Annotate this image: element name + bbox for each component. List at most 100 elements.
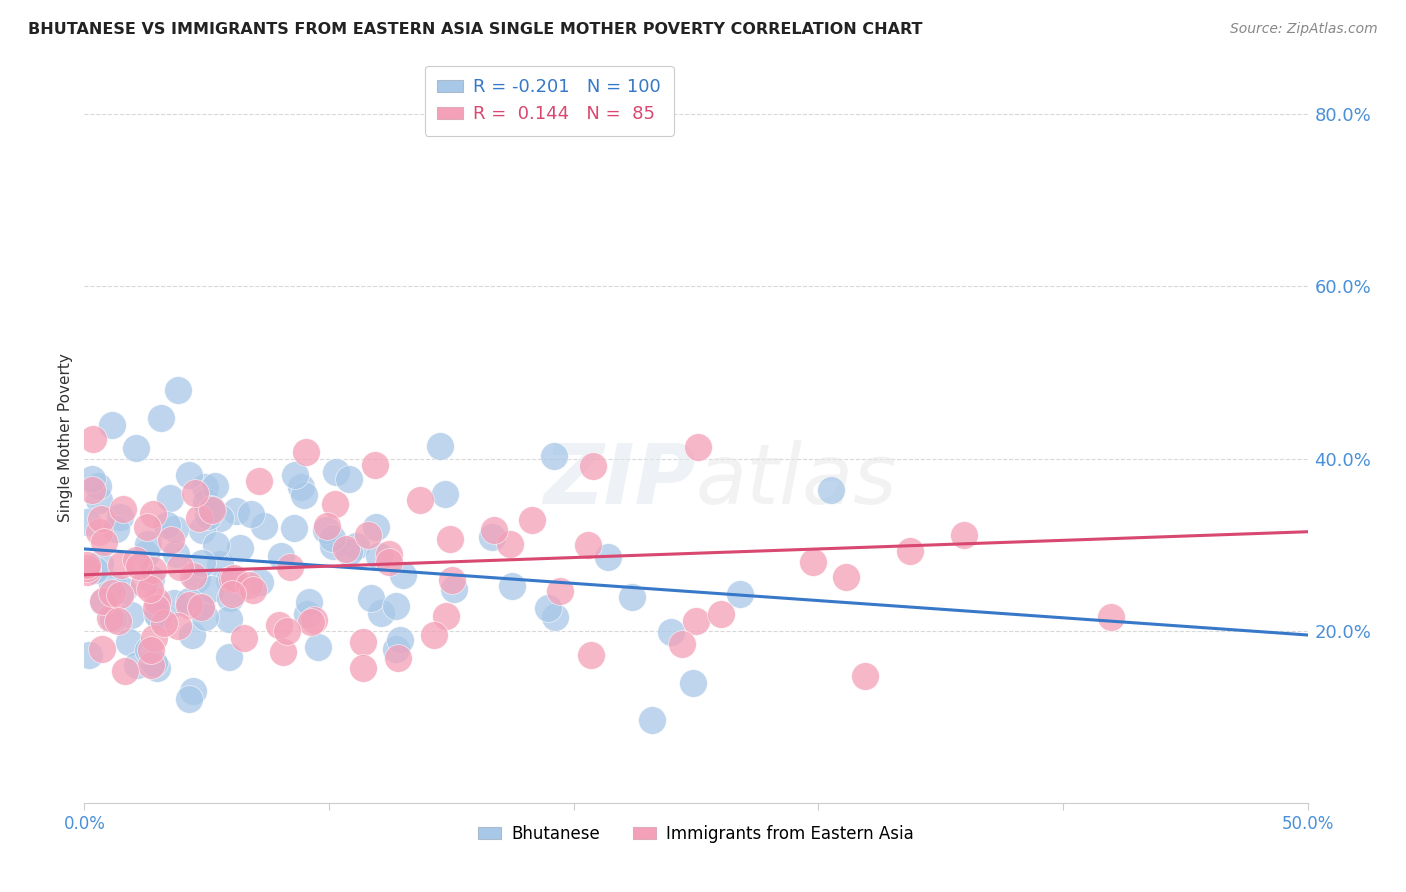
Point xyxy=(641,713,664,727)
Point xyxy=(139,657,162,672)
Point xyxy=(101,586,124,600)
Point xyxy=(283,521,305,535)
Point xyxy=(104,522,127,536)
Point xyxy=(108,509,131,524)
Point xyxy=(686,440,709,454)
Point xyxy=(582,458,605,473)
Point xyxy=(142,563,165,577)
Text: ZIP: ZIP xyxy=(543,441,696,522)
Point xyxy=(200,503,222,517)
Y-axis label: Single Mother Poverty: Single Mother Poverty xyxy=(58,352,73,522)
Point xyxy=(194,610,217,624)
Point xyxy=(152,616,174,631)
Point xyxy=(195,495,218,509)
Point xyxy=(101,612,124,626)
Point xyxy=(953,528,976,542)
Point xyxy=(107,614,129,628)
Point xyxy=(124,441,146,455)
Point xyxy=(218,649,240,664)
Point xyxy=(169,560,191,574)
Point xyxy=(208,557,231,571)
Point xyxy=(136,519,159,533)
Point xyxy=(91,595,114,609)
Point xyxy=(139,572,162,586)
Point xyxy=(112,582,135,597)
Point xyxy=(1099,610,1122,624)
Point xyxy=(120,608,142,623)
Point xyxy=(177,594,200,608)
Point xyxy=(198,500,221,514)
Point xyxy=(544,609,567,624)
Point xyxy=(87,493,110,508)
Point xyxy=(292,488,315,502)
Point xyxy=(177,598,200,612)
Point xyxy=(159,491,181,505)
Point xyxy=(299,615,322,630)
Point xyxy=(315,523,337,537)
Point xyxy=(253,519,276,533)
Text: Source: ZipAtlas.com: Source: ZipAtlas.com xyxy=(1230,22,1378,37)
Point xyxy=(267,617,290,632)
Point xyxy=(125,658,148,673)
Point xyxy=(191,523,214,537)
Text: BHUTANESE VS IMMIGRANTS FROM EASTERN ASIA SINGLE MOTHER POVERTY CORRELATION CHAR: BHUTANESE VS IMMIGRANTS FROM EASTERN ASI… xyxy=(28,22,922,37)
Point xyxy=(316,519,339,533)
Point xyxy=(87,524,110,539)
Point xyxy=(91,594,114,608)
Point xyxy=(357,527,380,541)
Point xyxy=(335,541,357,556)
Point xyxy=(179,467,201,482)
Point xyxy=(352,634,374,648)
Point xyxy=(76,515,98,529)
Point xyxy=(436,608,458,623)
Point xyxy=(576,538,599,552)
Point xyxy=(197,509,219,524)
Point xyxy=(682,675,704,690)
Point xyxy=(481,530,503,544)
Point xyxy=(307,640,329,655)
Point xyxy=(247,474,270,488)
Point xyxy=(146,609,169,624)
Point xyxy=(82,432,104,446)
Point xyxy=(181,569,204,583)
Point xyxy=(360,591,382,605)
Point xyxy=(302,614,325,628)
Point xyxy=(76,558,98,572)
Point xyxy=(160,533,183,547)
Point xyxy=(162,596,184,610)
Point xyxy=(139,643,162,657)
Point xyxy=(110,558,132,573)
Point xyxy=(163,522,186,536)
Point xyxy=(548,584,571,599)
Point xyxy=(409,492,432,507)
Point xyxy=(90,512,112,526)
Point xyxy=(392,568,415,582)
Point xyxy=(284,467,307,482)
Point xyxy=(659,624,682,639)
Point xyxy=(90,642,112,657)
Point xyxy=(224,571,246,585)
Point xyxy=(294,445,316,459)
Point xyxy=(730,587,752,601)
Point xyxy=(233,631,256,645)
Point xyxy=(433,487,456,501)
Point xyxy=(209,511,232,525)
Point xyxy=(218,591,240,605)
Point xyxy=(135,547,157,561)
Point xyxy=(242,583,264,598)
Point xyxy=(82,483,104,497)
Point xyxy=(439,532,461,546)
Point xyxy=(142,632,165,646)
Point xyxy=(501,579,523,593)
Point xyxy=(321,531,343,545)
Point xyxy=(191,556,214,570)
Point xyxy=(200,582,222,597)
Point xyxy=(136,537,159,551)
Point xyxy=(221,572,243,586)
Point xyxy=(344,539,367,553)
Point xyxy=(101,418,124,433)
Point xyxy=(378,555,401,569)
Point xyxy=(443,582,465,596)
Point xyxy=(499,537,522,551)
Point xyxy=(352,661,374,675)
